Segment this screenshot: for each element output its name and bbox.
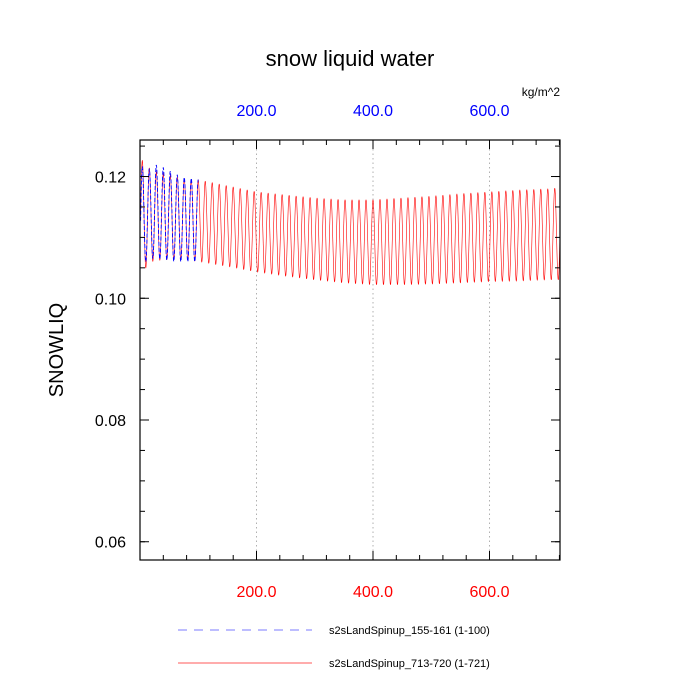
legend: s2sLandSpinup_155-161 (1-100) s2sLandSpin…: [178, 625, 490, 670]
x-top-tick-label: 200.0: [236, 103, 276, 120]
x-bottom-tick-label: 200.0: [236, 584, 276, 601]
series-layer: [140, 160, 561, 285]
y-tick-label: 0.06: [95, 535, 126, 552]
x-top-tick-label: 400.0: [353, 103, 393, 120]
plot-frame: [139, 139, 561, 561]
y-tick-label: 0.10: [95, 291, 126, 308]
grid-lines: [256, 140, 491, 560]
x-bottom-tick-label: 400.0: [353, 584, 393, 601]
axes: 0.06 0.08 0.10 0.12 200.0 400.0 600.0 200.0 400.…: [95, 103, 560, 601]
y-tick-label: 0.12: [95, 170, 126, 187]
x-bottom-tick-label: 600.0: [469, 584, 509, 601]
series-line-1: [140, 164, 199, 264]
series-line-0: [140, 160, 561, 285]
chart-title: snow liquid water: [266, 46, 435, 71]
unit-label: kg/m^2: [522, 85, 561, 99]
y-axis-label: SNOWLIQ: [46, 303, 68, 397]
legend-label: s2sLandSpinup_155-161 (1-100): [329, 625, 490, 637]
legend-label: s2sLandSpinup_713-720 (1-721): [329, 658, 490, 670]
y-tick-label: 0.08: [95, 413, 126, 430]
x-top-tick-label: 600.0: [469, 103, 509, 120]
